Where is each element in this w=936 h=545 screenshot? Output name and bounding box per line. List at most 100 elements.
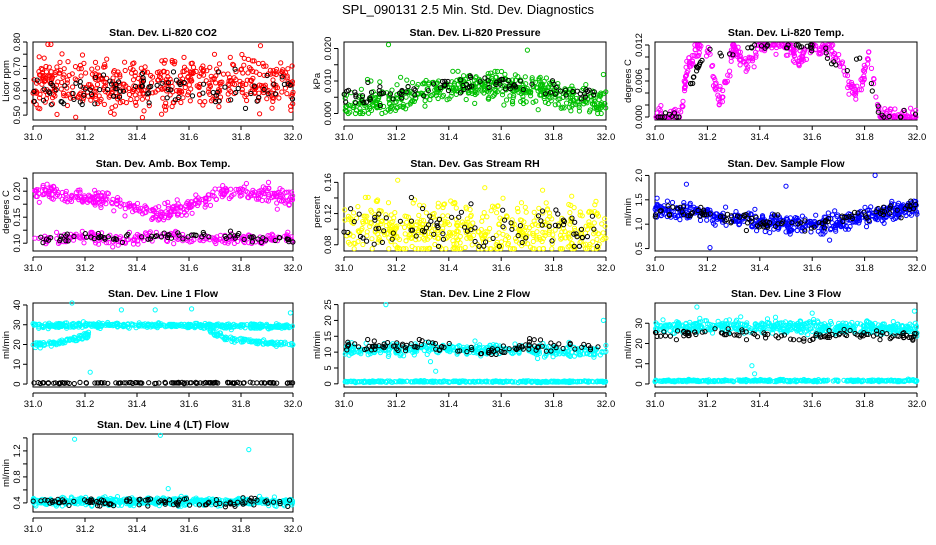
x-tick-label: 31.2 bbox=[387, 132, 406, 143]
data-point bbox=[288, 311, 292, 315]
data-point bbox=[724, 205, 728, 209]
data-point bbox=[73, 65, 77, 69]
x-tick-label: 31.4 bbox=[440, 263, 459, 274]
data-point bbox=[343, 208, 347, 212]
x-tick-label: 31.8 bbox=[855, 132, 874, 143]
data-point bbox=[45, 182, 49, 186]
y-tick-label: 0.10 bbox=[12, 234, 23, 253]
data-point bbox=[535, 230, 539, 234]
y-tick-label: 1.5 bbox=[634, 193, 645, 206]
data-point bbox=[568, 211, 572, 215]
x-tick-label: 31.4 bbox=[128, 132, 147, 143]
data-point bbox=[601, 72, 605, 76]
y-tick-label: 15 bbox=[323, 331, 334, 342]
x-tick-label: 31.6 bbox=[180, 263, 199, 274]
data-point bbox=[160, 112, 164, 116]
x-tick-label: 31.4 bbox=[751, 132, 770, 143]
y-tick-label: 25 bbox=[323, 299, 334, 310]
data-point bbox=[396, 178, 400, 182]
data-point bbox=[489, 209, 493, 213]
data-point bbox=[874, 95, 878, 99]
data-point bbox=[550, 247, 554, 251]
data-point bbox=[153, 308, 157, 312]
y-tick-label: 40 bbox=[12, 300, 23, 311]
x-tick-label: 31.4 bbox=[440, 132, 459, 143]
x-tick-label: 31.4 bbox=[128, 399, 147, 410]
data-point bbox=[71, 85, 75, 89]
y-tick-label: 0.020 bbox=[323, 37, 334, 61]
data-point bbox=[266, 180, 270, 184]
data-point bbox=[499, 240, 503, 244]
data-point bbox=[78, 380, 82, 384]
x-tick-label: 31.0 bbox=[24, 399, 43, 410]
figure-title: SPL_090131 2.5 Min. Std. Dev. Diagnostic… bbox=[0, 2, 936, 17]
data-point bbox=[544, 201, 548, 205]
x-tick-label: 32.0 bbox=[284, 132, 303, 143]
data-point bbox=[684, 182, 688, 186]
data-point bbox=[246, 57, 250, 61]
data-point bbox=[389, 213, 393, 217]
y-tick-label: 0.15 bbox=[12, 208, 23, 227]
data-point bbox=[271, 78, 275, 82]
y-axis-label: Licor ppm bbox=[1, 60, 12, 102]
data-point bbox=[370, 237, 374, 241]
x-tick-label: 31.0 bbox=[335, 263, 354, 274]
y-tick-label: 0.006 bbox=[634, 69, 645, 93]
data-point bbox=[140, 97, 144, 101]
data-point bbox=[181, 96, 185, 100]
plot-frame bbox=[33, 303, 293, 387]
data-point bbox=[161, 96, 165, 100]
data-point bbox=[59, 87, 63, 91]
data-point bbox=[708, 246, 712, 250]
data-point bbox=[221, 72, 225, 76]
data-point bbox=[275, 201, 279, 205]
data-point bbox=[123, 60, 127, 64]
x-tick-label: 31.2 bbox=[76, 399, 95, 410]
x-tick-label: 31.8 bbox=[232, 132, 251, 143]
data-point bbox=[595, 237, 599, 241]
data-point bbox=[365, 239, 369, 243]
data-point bbox=[482, 211, 486, 215]
data-point bbox=[40, 82, 44, 86]
data-point bbox=[873, 173, 877, 177]
x-tick-label: 32.0 bbox=[908, 263, 927, 274]
data-point bbox=[833, 209, 837, 213]
data-point bbox=[74, 115, 78, 119]
data-point bbox=[395, 83, 399, 87]
x-tick-label: 31.2 bbox=[387, 399, 406, 410]
data-point bbox=[830, 213, 834, 217]
data-point bbox=[189, 87, 193, 91]
data-point bbox=[72, 382, 76, 386]
data-point bbox=[536, 108, 540, 112]
data-point bbox=[386, 43, 390, 47]
series-1 bbox=[31, 320, 295, 332]
data-point bbox=[102, 102, 106, 106]
data-point bbox=[275, 207, 279, 211]
data-point bbox=[529, 94, 533, 98]
data-point bbox=[257, 61, 261, 65]
data-point bbox=[828, 238, 832, 242]
data-point bbox=[724, 223, 728, 227]
x-tick-label: 31.4 bbox=[128, 263, 147, 274]
y-axis-label: degrees C bbox=[623, 59, 634, 103]
data-point bbox=[93, 102, 97, 106]
x-tick-label: 31.6 bbox=[492, 399, 511, 410]
x-tick-label: 32.0 bbox=[284, 263, 303, 274]
y-tick-label: 10 bbox=[12, 359, 23, 370]
y-axis-label: degrees C bbox=[1, 190, 12, 234]
data-point bbox=[502, 103, 506, 107]
data-point bbox=[142, 109, 146, 113]
data-point bbox=[58, 60, 62, 64]
y-tick-label: 0.000 bbox=[634, 105, 645, 129]
x-tick-label: 31.0 bbox=[335, 132, 354, 143]
y-tick-label: 0.20 bbox=[12, 182, 23, 201]
data-point bbox=[208, 203, 212, 207]
panel-title: Stan. Dev. Sample Flow bbox=[727, 158, 845, 170]
data-point bbox=[423, 104, 427, 108]
data-point bbox=[450, 215, 454, 219]
data-point bbox=[681, 99, 685, 103]
x-tick-label: 31.0 bbox=[335, 399, 354, 410]
series-2 bbox=[33, 229, 294, 249]
